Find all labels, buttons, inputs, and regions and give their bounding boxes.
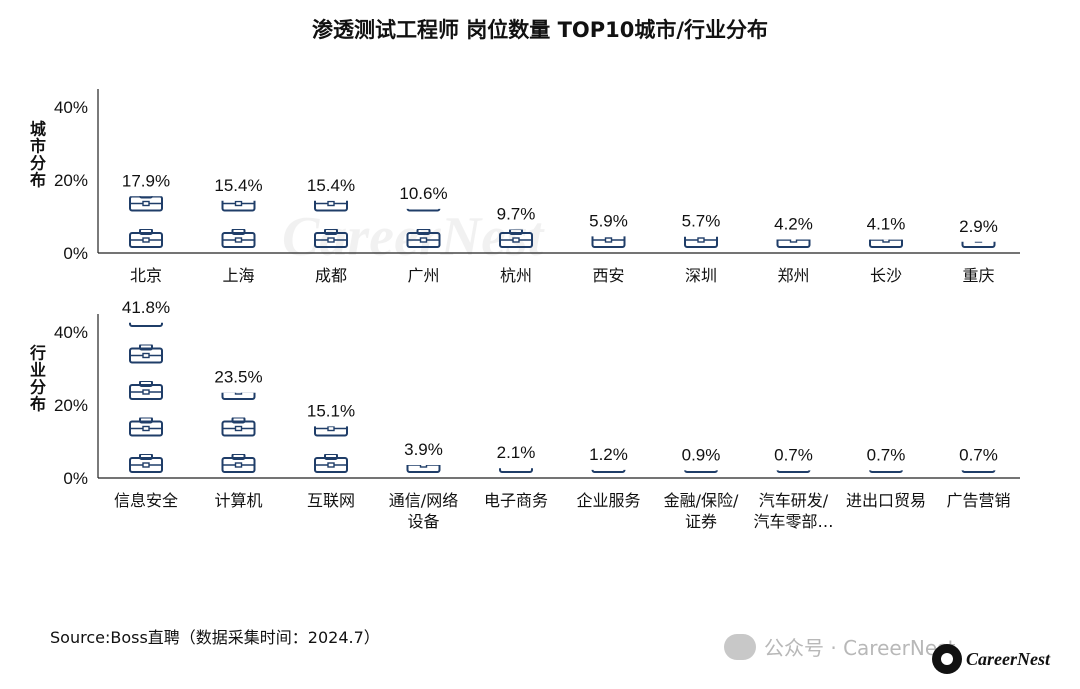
- axis-title-char: 布: [30, 395, 46, 414]
- briefcase-icon: [406, 464, 441, 473]
- data-label: 23.5%: [214, 368, 262, 387]
- briefcase-icon: [684, 470, 718, 473]
- category-label: 电子商务: [484, 491, 548, 510]
- briefcase-icon: [961, 470, 996, 473]
- briefcase-icon: [314, 426, 348, 437]
- briefcase-icon: [684, 236, 718, 248]
- category-label: 证券: [685, 512, 717, 531]
- data-label: 2.9%: [959, 217, 998, 236]
- y-tick-label: 20%: [54, 396, 88, 415]
- category-label: 汽车研发/: [759, 491, 829, 510]
- briefcase-icon: [129, 417, 163, 437]
- briefcase-icon: [499, 229, 533, 248]
- category-label: 重庆: [962, 266, 994, 285]
- briefcase-icon: [221, 229, 256, 248]
- axis-title-char: 行: [29, 344, 46, 363]
- briefcase-icon: [129, 381, 163, 400]
- briefcase-icon: [869, 470, 903, 473]
- category-label: 进出口贸易: [846, 491, 926, 510]
- data-label: 2.1%: [497, 443, 536, 462]
- axis-title-char: 业: [30, 361, 46, 380]
- y-tick-label: 0%: [63, 244, 88, 263]
- wechat-icon: [724, 633, 756, 660]
- data-label: 0.7%: [774, 445, 813, 464]
- data-label: 4.1%: [867, 215, 906, 234]
- category-label: 杭州: [500, 266, 532, 285]
- briefcase-icon: [221, 200, 256, 212]
- category-label: 长沙: [870, 266, 902, 285]
- data-label: 15.4%: [307, 176, 355, 195]
- category-label: 汽车零部…: [753, 512, 833, 531]
- data-label: 15.4%: [214, 176, 262, 195]
- y-tick-label: 40%: [54, 98, 88, 117]
- briefcase-icon: [961, 241, 996, 248]
- axis-title-char: 分: [30, 154, 46, 173]
- category-label: 设备: [407, 512, 439, 531]
- briefcase-icon: [129, 454, 163, 473]
- y-tick-label: 40%: [54, 323, 88, 342]
- briefcase-icon: [869, 239, 903, 248]
- data-label: 17.9%: [122, 171, 170, 190]
- briefcase-icon: [499, 468, 533, 473]
- category-label: 北京: [130, 266, 162, 285]
- briefcase-icon: [314, 229, 348, 248]
- category-label: 广告营销: [946, 491, 1010, 510]
- data-label: 3.9%: [404, 440, 443, 459]
- briefcase-icon: [776, 239, 811, 248]
- category-label: 通信/网络: [389, 491, 458, 510]
- briefcase-icon: [221, 392, 256, 400]
- data-label: 15.1%: [307, 401, 355, 420]
- briefcase-icon: [314, 200, 348, 212]
- category-label: 成都: [315, 266, 347, 285]
- data-label: 9.7%: [497, 205, 536, 224]
- briefcase-icon: [129, 322, 163, 327]
- category-label: 上海: [222, 266, 254, 285]
- briefcase-icon: [221, 454, 256, 473]
- category-label: 信息安全: [114, 491, 178, 510]
- briefcase-icon: [591, 236, 626, 248]
- briefcase-icon: [314, 454, 348, 473]
- data-label: 10.6%: [399, 184, 447, 203]
- briefcase-icon: [776, 470, 811, 473]
- data-label: 4.2%: [774, 214, 813, 233]
- wechat-text: 公众号 · CareerNest: [764, 636, 956, 660]
- briefcase-icon: [129, 344, 163, 364]
- data-label: 5.7%: [682, 212, 721, 231]
- data-label: 1.2%: [589, 445, 628, 464]
- brand-logo: CareerNest: [932, 644, 1050, 674]
- data-label: 0.7%: [959, 445, 998, 464]
- data-label: 0.7%: [867, 445, 906, 464]
- category-label: 互联网: [307, 491, 355, 510]
- axis-title-char: 市: [30, 137, 46, 156]
- briefcase-icon: [129, 229, 163, 248]
- axis-title-char: 分: [30, 378, 46, 397]
- briefcase-icon: [406, 208, 441, 212]
- brand-text: CareerNest: [966, 648, 1050, 669]
- briefcase-icon: [591, 469, 626, 473]
- data-label: 0.9%: [682, 445, 721, 464]
- category-label: 广州: [407, 266, 439, 285]
- source-note: Source:Boss直聘（数据采集时间：2024.7）: [50, 628, 380, 647]
- briefcase-icon: [129, 196, 163, 212]
- category-label: 金融/保险/: [664, 491, 739, 510]
- category-label: 深圳: [685, 266, 717, 285]
- briefcase-icon: [406, 229, 441, 248]
- data-label: 5.9%: [589, 211, 628, 230]
- data-label: 41.8%: [122, 298, 170, 317]
- category-label: 企业服务: [576, 491, 640, 510]
- wechat-footer: 公众号 · CareerNest: [724, 632, 955, 661]
- y-tick-label: 0%: [63, 469, 88, 488]
- y-tick-label: 20%: [54, 171, 88, 190]
- category-label: 计算机: [214, 491, 262, 510]
- briefcase-icon: [221, 417, 256, 437]
- axis-title-char: 城: [30, 120, 46, 139]
- chart-title: 渗透测试工程师 岗位数量 TOP10城市/行业分布: [311, 18, 769, 42]
- careernest-logo-icon: [932, 644, 962, 674]
- category-label: 郑州: [777, 266, 809, 285]
- category-label: 西安: [592, 266, 624, 285]
- axis-title-char: 布: [30, 171, 46, 190]
